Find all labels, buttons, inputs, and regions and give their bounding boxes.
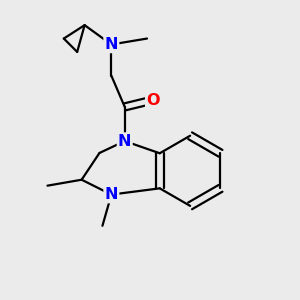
Text: N: N (105, 37, 118, 52)
Text: O: O (146, 93, 160, 108)
Text: N: N (118, 134, 131, 148)
Text: N: N (105, 187, 118, 202)
